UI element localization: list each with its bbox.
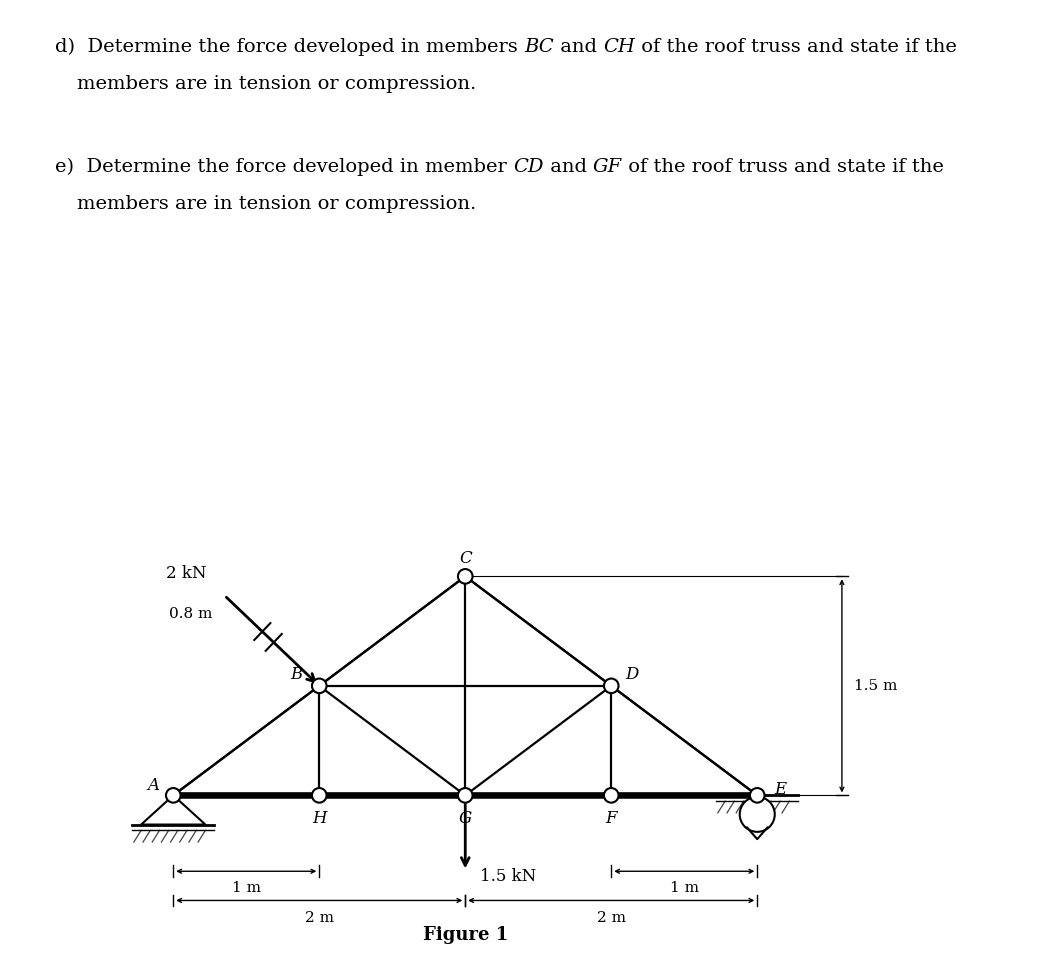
Circle shape	[166, 788, 181, 802]
Text: 1 m: 1 m	[670, 882, 699, 895]
Text: Figure 1: Figure 1	[422, 926, 508, 944]
Text: A: A	[147, 776, 159, 794]
Text: CD: CD	[513, 158, 544, 176]
Text: BC: BC	[524, 38, 553, 56]
Text: members are in tension or compression.: members are in tension or compression.	[77, 75, 476, 93]
Text: 1 m: 1 m	[232, 882, 261, 895]
Text: F: F	[605, 810, 617, 828]
Text: of the roof truss and state if the: of the roof truss and state if the	[622, 158, 943, 176]
Text: 2 m: 2 m	[305, 911, 334, 924]
Text: D: D	[625, 666, 639, 682]
Text: and: and	[544, 158, 593, 176]
Text: 0.8 m: 0.8 m	[170, 607, 213, 621]
Text: G: G	[459, 810, 472, 828]
Circle shape	[739, 797, 775, 832]
Circle shape	[750, 788, 764, 802]
Text: 1.5 kN: 1.5 kN	[479, 868, 536, 886]
Circle shape	[458, 569, 472, 584]
Text: C: C	[459, 551, 471, 567]
Circle shape	[312, 679, 327, 693]
Text: and: and	[553, 38, 603, 56]
Text: GF: GF	[593, 158, 622, 176]
Text: members are in tension or compression.: members are in tension or compression.	[77, 195, 476, 213]
Text: d)  Determine the force developed in members: d) Determine the force developed in memb…	[55, 38, 524, 56]
Circle shape	[604, 788, 619, 802]
Polygon shape	[141, 796, 205, 825]
Circle shape	[458, 788, 472, 802]
Circle shape	[312, 788, 327, 802]
Text: E: E	[775, 781, 786, 798]
Circle shape	[604, 679, 619, 693]
Text: 2 m: 2 m	[597, 911, 626, 924]
Text: B: B	[290, 666, 302, 682]
Text: 2 kN: 2 kN	[166, 565, 207, 582]
Text: e)  Determine the force developed in member: e) Determine the force developed in memb…	[55, 158, 513, 176]
Text: of the roof truss and state if the: of the roof truss and state if the	[634, 38, 957, 56]
Text: CH: CH	[603, 38, 634, 56]
Text: 1.5 m: 1.5 m	[854, 679, 896, 693]
Text: H: H	[312, 810, 327, 828]
